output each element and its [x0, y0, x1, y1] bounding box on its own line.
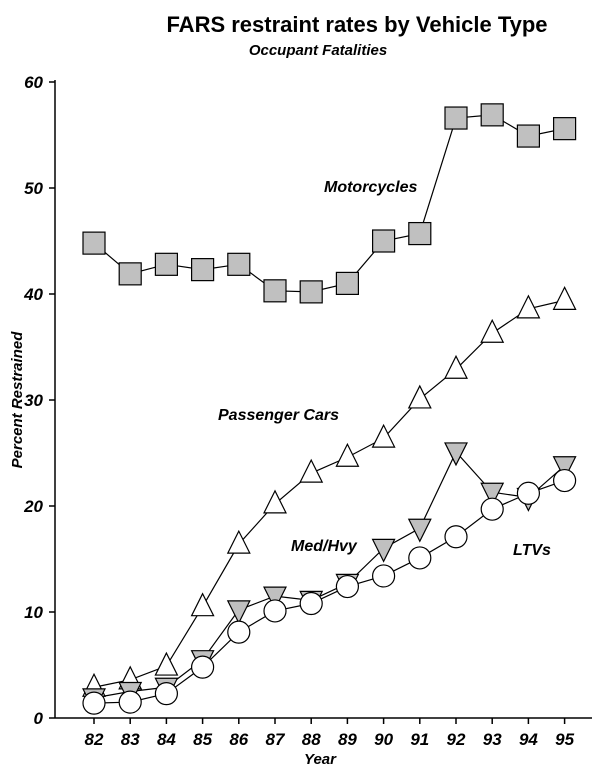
- point-motorcycles-84: [154, 252, 178, 276]
- x-tick-label: 94: [519, 730, 538, 749]
- x-tick-label: 85: [193, 730, 212, 749]
- point-ltvs-82: [82, 691, 106, 715]
- point-motorcycles-93: [480, 103, 504, 127]
- x-axis: 82 83 84 85 86 87 88 89 90 91 92 93 94 95: [55, 717, 592, 749]
- y-tick-label: 50: [24, 179, 43, 198]
- point-motorcycles-83: [118, 262, 142, 286]
- point-passenger-cars-95: [552, 286, 577, 310]
- point-ltvs-93: [480, 497, 504, 521]
- point-motorcycles-92: [444, 106, 468, 130]
- point-motorcycles-91: [408, 221, 432, 246]
- point-med-hvy-93: [480, 482, 505, 507]
- point-motorcycles-94: [516, 124, 541, 148]
- x-tick-label: 95: [555, 730, 574, 749]
- point-passenger-cars-87: [263, 489, 287, 514]
- point-ltvs-88: [299, 591, 323, 616]
- point-med-hvy-87: [263, 586, 287, 611]
- x-tick-label: 90: [374, 730, 393, 749]
- point-ltvs-89: [335, 574, 359, 599]
- x-tick-label: 91: [410, 730, 429, 749]
- y-tick-label: 10: [24, 603, 43, 622]
- point-motorcycles-88: [299, 280, 323, 304]
- x-tick-label: 87: [266, 730, 286, 749]
- point-ltvs-83: [118, 690, 142, 714]
- y-tick-label: 20: [23, 497, 43, 516]
- point-med-hvy-95: [552, 456, 577, 481]
- x-tick-label: 84: [157, 730, 176, 749]
- point-passenger-cars-94: [516, 294, 541, 319]
- point-passenger-cars-88: [299, 458, 324, 483]
- point-motorcycles-89: [335, 271, 359, 295]
- point-med-hvy-92: [444, 442, 468, 467]
- series-med-hvy: [82, 442, 577, 713]
- y-tick-label: 30: [24, 391, 43, 410]
- point-ltvs-87: [263, 599, 287, 623]
- point-ltvs-85: [191, 655, 215, 679]
- x-tick-label: 86: [229, 730, 248, 749]
- point-passenger-cars-89: [335, 442, 360, 467]
- series-label-motorcycles: Motorcycles: [324, 179, 417, 196]
- series-ltvs: [82, 468, 577, 715]
- series-label-passenger-cars: Passenger Cars: [218, 407, 339, 424]
- point-passenger-cars-90: [371, 423, 396, 448]
- series-label-ltvs: LTVs: [513, 542, 551, 559]
- y-tick-label: 60: [24, 73, 43, 92]
- point-med-hvy-90: [371, 538, 396, 563]
- point-ltvs-92: [444, 525, 468, 549]
- x-tick-label: 88: [302, 730, 321, 749]
- point-med-hvy-91: [407, 518, 432, 543]
- point-motorcycles-86: [227, 252, 251, 276]
- point-med-hvy-86: [226, 600, 251, 625]
- x-tick-label: 89: [338, 730, 357, 749]
- x-tick-label: 82: [85, 730, 104, 749]
- point-passenger-cars-91: [407, 384, 432, 409]
- y-axis: 0 10 20 30 40 50 60: [23, 73, 56, 728]
- point-ltvs-90: [372, 564, 396, 588]
- point-ltvs-91: [408, 546, 432, 570]
- point-passenger-cars-84: [154, 651, 179, 676]
- point-ltvs-94: [516, 481, 541, 505]
- x-tick-label: 93: [483, 730, 502, 749]
- series-layer: [82, 103, 577, 715]
- series-motorcycles: [82, 103, 577, 304]
- series-label-med-hvy: Med/Hvy: [291, 538, 358, 555]
- x-tick-label: 83: [121, 730, 140, 749]
- point-motorcycles-95: [552, 117, 577, 141]
- chart-subtitle: Occupant Fatalities: [249, 42, 387, 59]
- point-motorcycles-82: [82, 231, 106, 255]
- x-tick-label: 92: [447, 730, 466, 749]
- y-tick-group: 0 10 20 30 40 50 60: [23, 73, 55, 728]
- x-axis-label: Year: [304, 751, 337, 768]
- series-passenger-cars: [82, 286, 577, 697]
- point-passenger-cars-93: [480, 318, 505, 343]
- point-passenger-cars-92: [444, 354, 468, 379]
- x-tick-group: 82 83 84 85 86 87 88 89 90 91 92 93 94 95: [85, 718, 575, 749]
- y-tick-label: 0: [34, 709, 44, 728]
- point-ltvs-84: [154, 682, 178, 706]
- point-passenger-cars-86: [226, 529, 251, 554]
- point-motorcycles-90: [372, 229, 396, 253]
- chart-title: FARS restraint rates by Vehicle Type: [166, 12, 547, 37]
- point-motorcycles-85: [191, 258, 215, 282]
- point-motorcycles-87: [263, 279, 287, 303]
- y-tick-label: 40: [23, 285, 43, 304]
- y-axis-label: Percent Restrained: [9, 331, 26, 469]
- point-passenger-cars-85: [190, 592, 215, 617]
- point-ltvs-86: [227, 620, 251, 644]
- point-ltvs-95: [552, 468, 577, 493]
